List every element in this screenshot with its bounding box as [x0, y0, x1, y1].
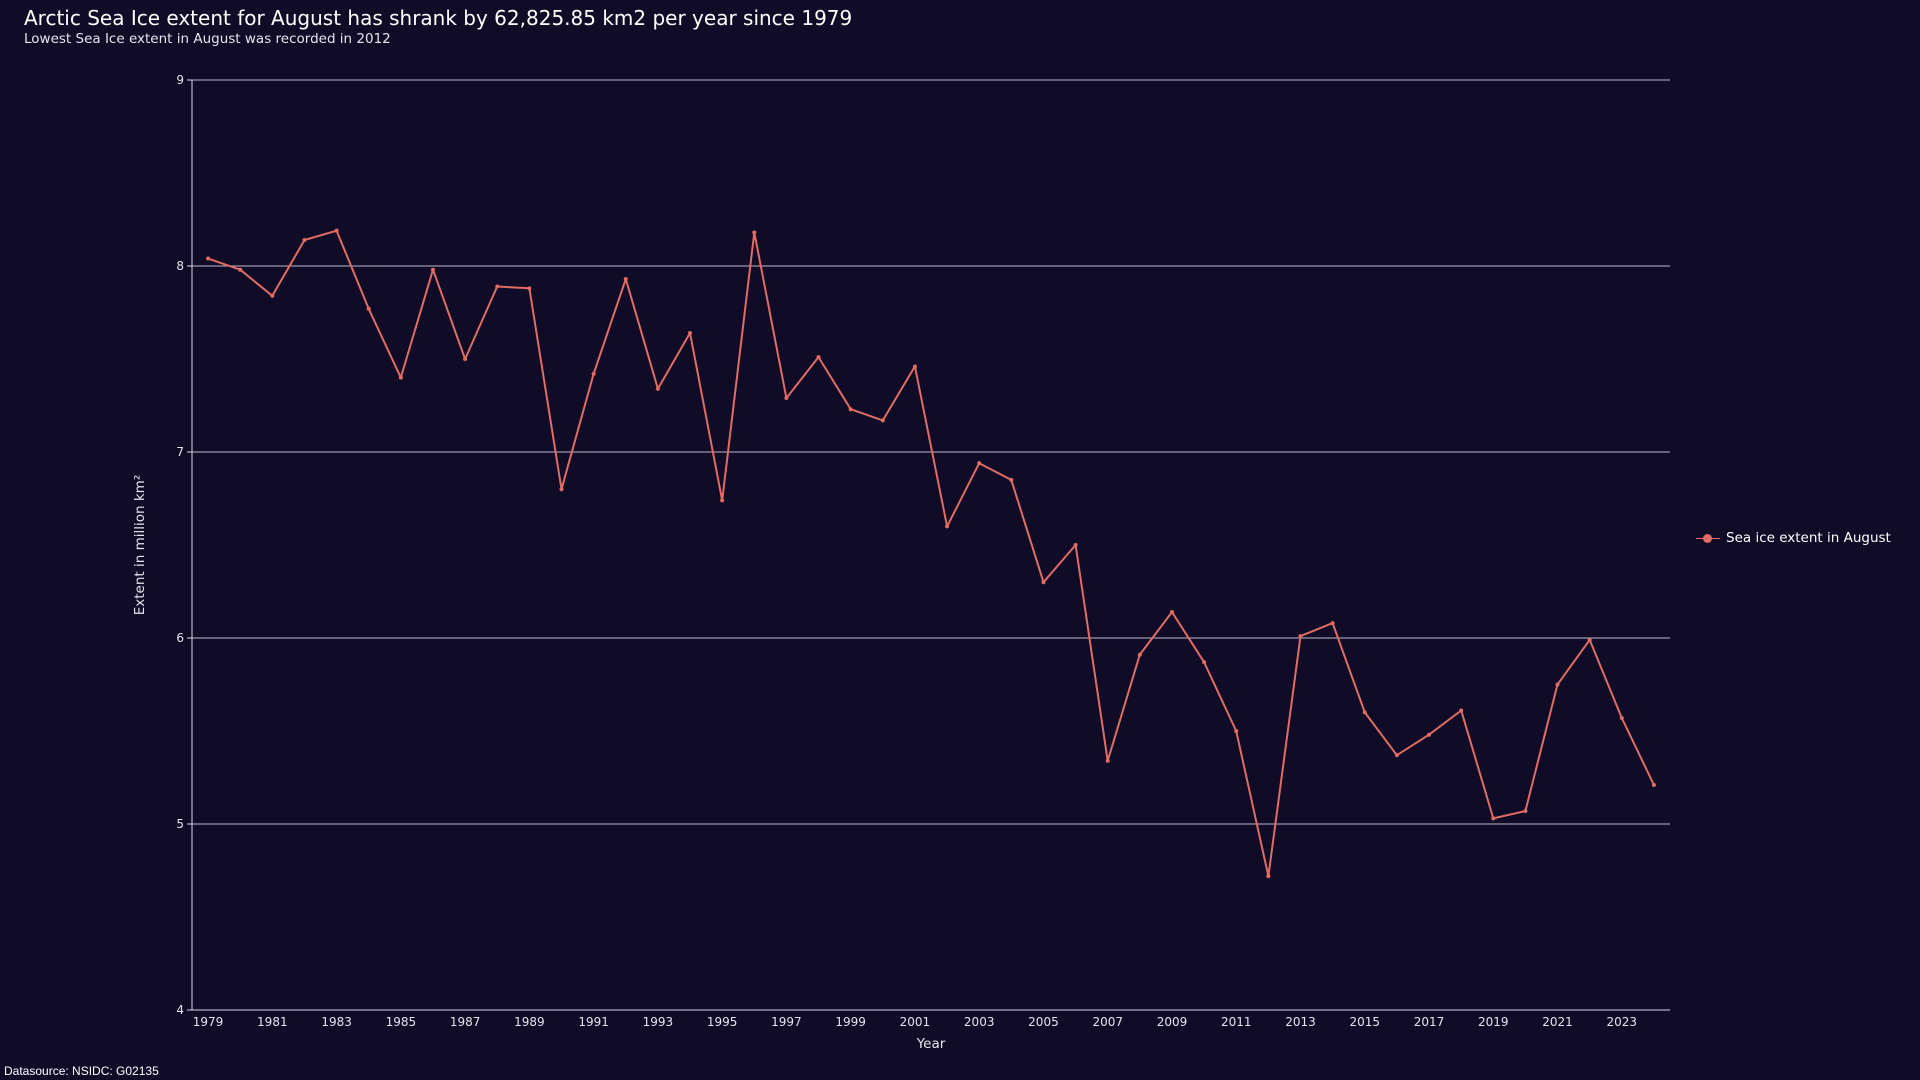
data-point[interactable] — [655, 386, 660, 391]
chart-title: Arctic Sea Ice extent for August has shr… — [24, 6, 853, 30]
y-axis-title: Extent in million km² — [132, 475, 148, 616]
data-point[interactable] — [752, 230, 757, 235]
data-point[interactable] — [334, 228, 339, 233]
data-point[interactable] — [688, 330, 693, 335]
data-point[interactable] — [1266, 874, 1271, 879]
x-tick-label: 2023 — [1607, 1015, 1638, 1029]
data-point[interactable] — [430, 267, 435, 272]
x-tick-label: 2017 — [1414, 1015, 1445, 1029]
data-point[interactable] — [1555, 682, 1560, 687]
x-tick-label: 1993 — [643, 1015, 674, 1029]
data-point[interactable] — [1491, 816, 1496, 821]
data-point[interactable] — [1105, 758, 1110, 763]
series-line — [207, 229, 1655, 878]
data-point[interactable] — [206, 256, 211, 261]
data-point[interactable] — [1137, 652, 1142, 657]
data-point[interactable] — [1202, 660, 1207, 665]
x-tick-label: 1979 — [193, 1015, 224, 1029]
data-point[interactable] — [1362, 710, 1367, 715]
data-point[interactable] — [270, 293, 275, 298]
data-point[interactable] — [880, 418, 885, 423]
data-point[interactable] — [816, 355, 821, 360]
y-tick-label: 9 — [176, 73, 184, 87]
x-axis-title: Year — [916, 1036, 946, 1052]
y-tick-label: 8 — [176, 259, 184, 273]
x-tick-label: 1989 — [514, 1015, 545, 1029]
legend[interactable]: Sea ice extent in August — [1696, 530, 1891, 546]
data-point[interactable] — [559, 487, 564, 492]
axes — [191, 80, 1670, 1011]
data-point[interactable] — [366, 306, 371, 311]
data-point[interactable] — [463, 357, 468, 361]
y-tick-labels: 4 5 6 7 8 9 — [176, 73, 192, 1017]
x-tick-label: 1995 — [707, 1015, 738, 1029]
x-tick-label: 2021 — [1542, 1015, 1573, 1029]
data-point[interactable] — [398, 375, 403, 380]
data-point[interactable] — [784, 396, 789, 401]
data-point[interactable] — [1009, 477, 1014, 482]
data-point[interactable] — [945, 524, 950, 529]
data-point[interactable] — [1523, 808, 1528, 813]
data-point[interactable] — [1651, 782, 1656, 787]
x-tick-label: 2003 — [964, 1015, 995, 1029]
x-tick-label: 1983 — [321, 1015, 352, 1029]
x-tick-label: 2005 — [1028, 1015, 1059, 1029]
x-tick-label: 2015 — [1349, 1015, 1380, 1029]
x-tick-labels: 1979 1981 1983 1985 1987 1989 1991 1993 1995 1997… — [193, 1015, 1637, 1029]
data-point[interactable] — [495, 284, 500, 289]
data-point[interactable] — [1234, 729, 1239, 733]
data-point[interactable] — [238, 267, 243, 272]
data-point[interactable] — [1619, 715, 1624, 720]
x-tick-label: 1981 — [257, 1015, 288, 1029]
gridlines — [192, 79, 1670, 825]
data-point[interactable] — [302, 237, 307, 242]
legend-label: Sea ice extent in August — [1726, 530, 1891, 546]
y-tick-label: 5 — [176, 817, 184, 831]
data-point[interactable] — [977, 461, 982, 466]
data-point[interactable] — [848, 407, 853, 412]
data-point[interactable] — [720, 498, 725, 503]
x-tick-label: 2009 — [1157, 1015, 1188, 1029]
x-tick-label: 2011 — [1221, 1015, 1252, 1029]
data-point[interactable] — [623, 277, 628, 282]
data-point[interactable] — [1298, 634, 1303, 639]
x-tick-label: 2013 — [1285, 1015, 1316, 1029]
x-tick-label: 1997 — [771, 1015, 802, 1029]
data-point[interactable] — [1427, 732, 1432, 737]
chart-subtitle: Lowest Sea Ice extent in August was reco… — [24, 31, 391, 47]
y-tick-label: 6 — [176, 631, 184, 645]
data-point[interactable] — [1073, 543, 1078, 547]
data-point[interactable] — [1041, 580, 1046, 585]
y-tick-label: 4 — [176, 1003, 184, 1017]
data-point[interactable] — [591, 371, 596, 376]
series-sea-ice-extent — [206, 228, 1656, 879]
x-tick-label: 1987 — [450, 1015, 481, 1029]
data-point[interactable] — [1459, 708, 1464, 713]
data-point[interactable] — [912, 364, 917, 369]
data-source: Datasource: NSIDC: G02135 — [4, 1064, 159, 1078]
x-tick-label: 1999 — [835, 1015, 866, 1029]
y-tick-label: 7 — [176, 445, 184, 459]
x-tick-label: 2019 — [1478, 1015, 1509, 1029]
x-tick-label: 1985 — [386, 1015, 417, 1029]
x-tick-label: 2001 — [900, 1015, 931, 1029]
data-point[interactable] — [1587, 637, 1592, 642]
data-point[interactable] — [527, 286, 532, 291]
data-point[interactable] — [1169, 609, 1174, 614]
x-tick-label: 2007 — [1092, 1015, 1123, 1029]
x-tick-label: 1991 — [578, 1015, 609, 1029]
data-point[interactable] — [1394, 753, 1399, 758]
legend-swatch — [1696, 531, 1720, 545]
data-point[interactable] — [1330, 621, 1335, 626]
